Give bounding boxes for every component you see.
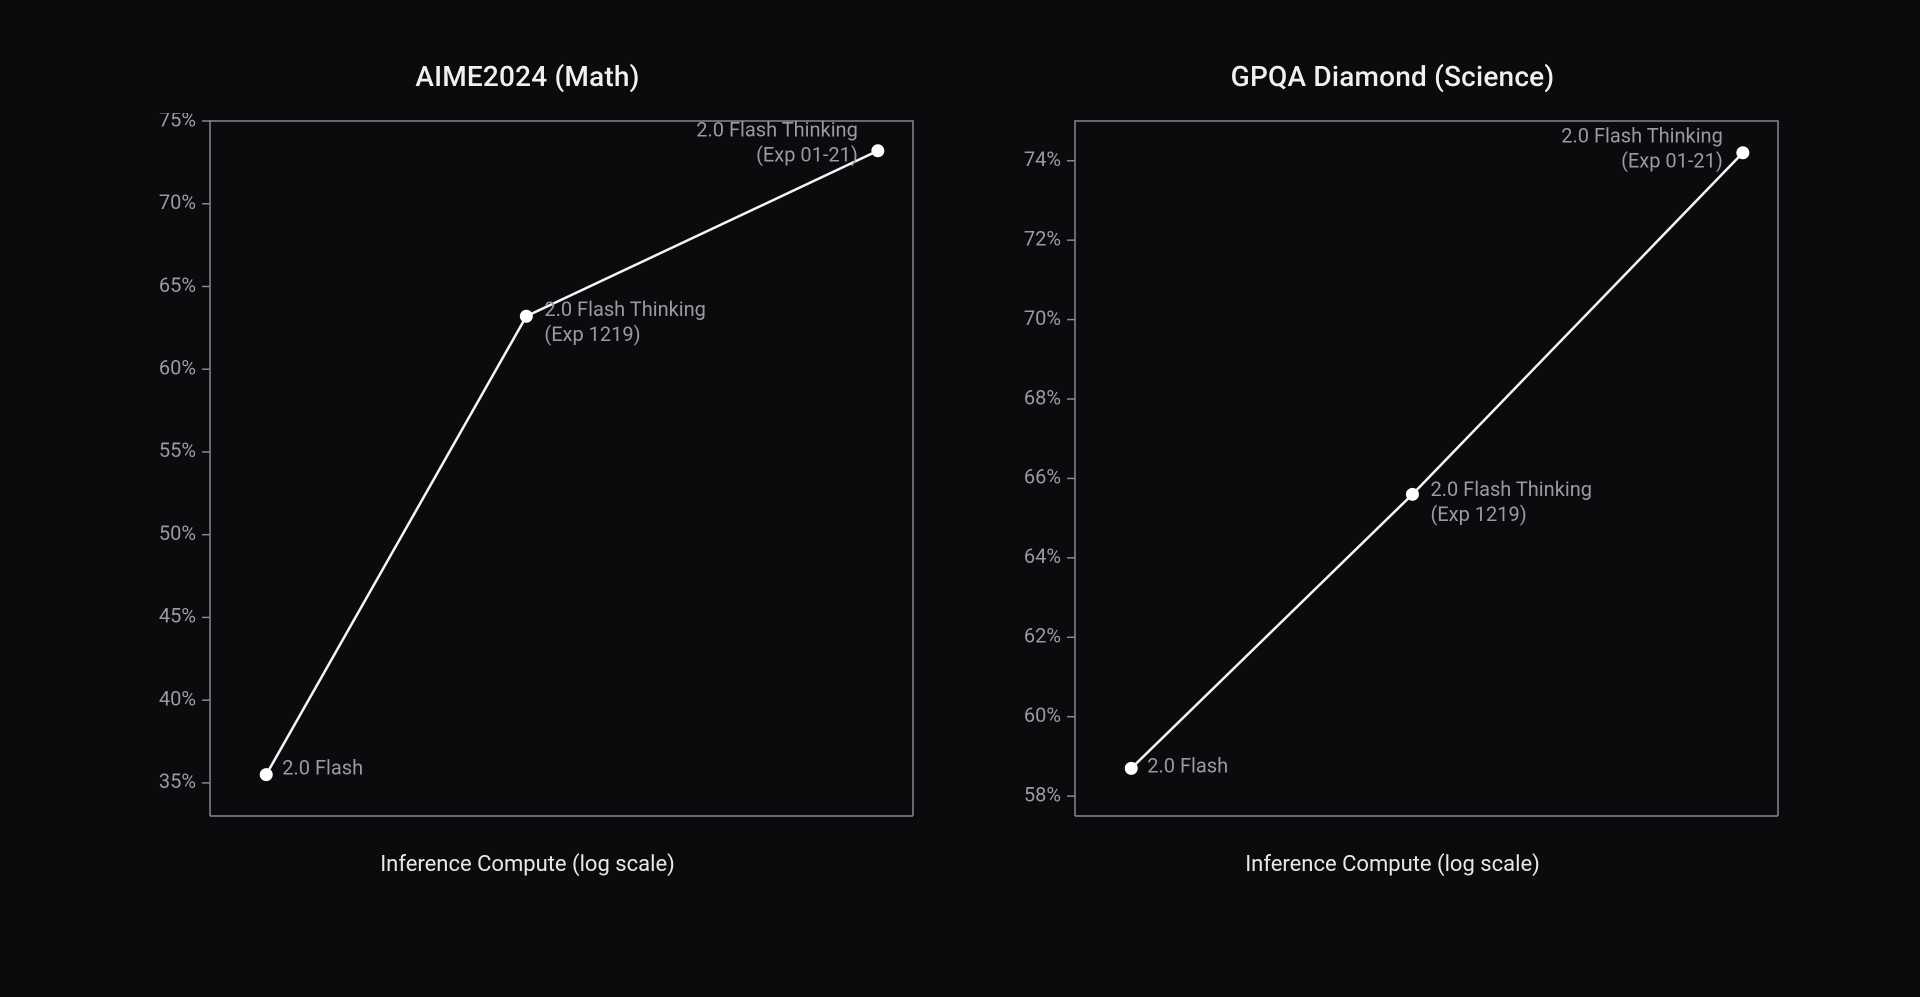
xlabel-aime: Inference Compute (log scale) bbox=[130, 852, 925, 877]
data-point bbox=[1406, 488, 1418, 500]
y-tick-label: 40% bbox=[159, 686, 196, 710]
y-tick-label: 64% bbox=[1024, 544, 1061, 568]
plot-box-aime: 35% 40% 45% 50% 55% 60% 65% 70% 75% 2.0 Flash 2.0 … bbox=[130, 113, 925, 834]
point-label: 2.0 Flash Thinking(Exp 1219) bbox=[544, 297, 706, 346]
data-point bbox=[520, 310, 532, 322]
data-point bbox=[1125, 762, 1137, 774]
data-point bbox=[1737, 147, 1749, 159]
plot-box-gpqa: 58% 60% 62% 64% 66% 68% 70% 72% 74% 2.0 Flash 2.0 … bbox=[995, 113, 1790, 834]
panel-aime: AIME2024 (Math) 35% 40% 45% 50% 55% 60% 65% 70%… bbox=[130, 60, 925, 877]
y-tick-label: 74% bbox=[1024, 147, 1061, 171]
y-tick-label: 50% bbox=[159, 521, 196, 545]
y-tick-label: 60% bbox=[159, 355, 196, 379]
panel-gpqa: GPQA Diamond (Science) 58% 60% 62% 64% 66% 68… bbox=[995, 60, 1790, 877]
plot-svg-aime: 35% 40% 45% 50% 55% 60% 65% 70% 75% 2.0 Flash 2.0 … bbox=[130, 113, 925, 834]
data-point bbox=[260, 769, 272, 781]
point-label: 2.0 Flash Thinking(Exp 01-21) bbox=[1561, 123, 1723, 172]
y-tick-label: 70% bbox=[1024, 306, 1061, 330]
data-point bbox=[872, 145, 884, 157]
y-tick-label: 62% bbox=[1024, 624, 1061, 648]
y-tick-label: 65% bbox=[159, 273, 196, 297]
panel-title-gpqa: GPQA Diamond (Science) bbox=[995, 60, 1790, 93]
y-tick-label: 66% bbox=[1024, 465, 1061, 489]
y-tick-label: 45% bbox=[159, 604, 196, 628]
y-tick-label: 75% bbox=[159, 113, 196, 131]
y-tick-label: 58% bbox=[1024, 782, 1061, 806]
point-label: 2.0 Flash bbox=[282, 756, 363, 780]
point-label: 2.0 Flash Thinking(Exp 01-21) bbox=[696, 117, 858, 166]
chart-panels: AIME2024 (Math) 35% 40% 45% 50% 55% 60% 65% 70%… bbox=[130, 60, 1790, 877]
y-tick-label: 68% bbox=[1024, 385, 1061, 409]
y-tick-label: 70% bbox=[159, 190, 196, 214]
y-tick-label: 35% bbox=[159, 769, 196, 793]
y-tick-label: 60% bbox=[1024, 703, 1061, 727]
plot-svg-gpqa: 58% 60% 62% 64% 66% 68% 70% 72% 74% 2.0 Flash 2.0 … bbox=[995, 113, 1790, 834]
xlabel-gpqa: Inference Compute (log scale) bbox=[995, 852, 1790, 877]
point-label: 2.0 Flash Thinking(Exp 1219) bbox=[1430, 477, 1592, 526]
point-label: 2.0 Flash bbox=[1147, 753, 1228, 777]
y-tick-label: 55% bbox=[159, 438, 196, 462]
y-tick-label: 72% bbox=[1024, 226, 1061, 250]
chart-stage: AIME2024 (Math) 35% 40% 45% 50% 55% 60% 65% 70%… bbox=[0, 0, 1920, 997]
panel-title-aime: AIME2024 (Math) bbox=[130, 60, 925, 93]
